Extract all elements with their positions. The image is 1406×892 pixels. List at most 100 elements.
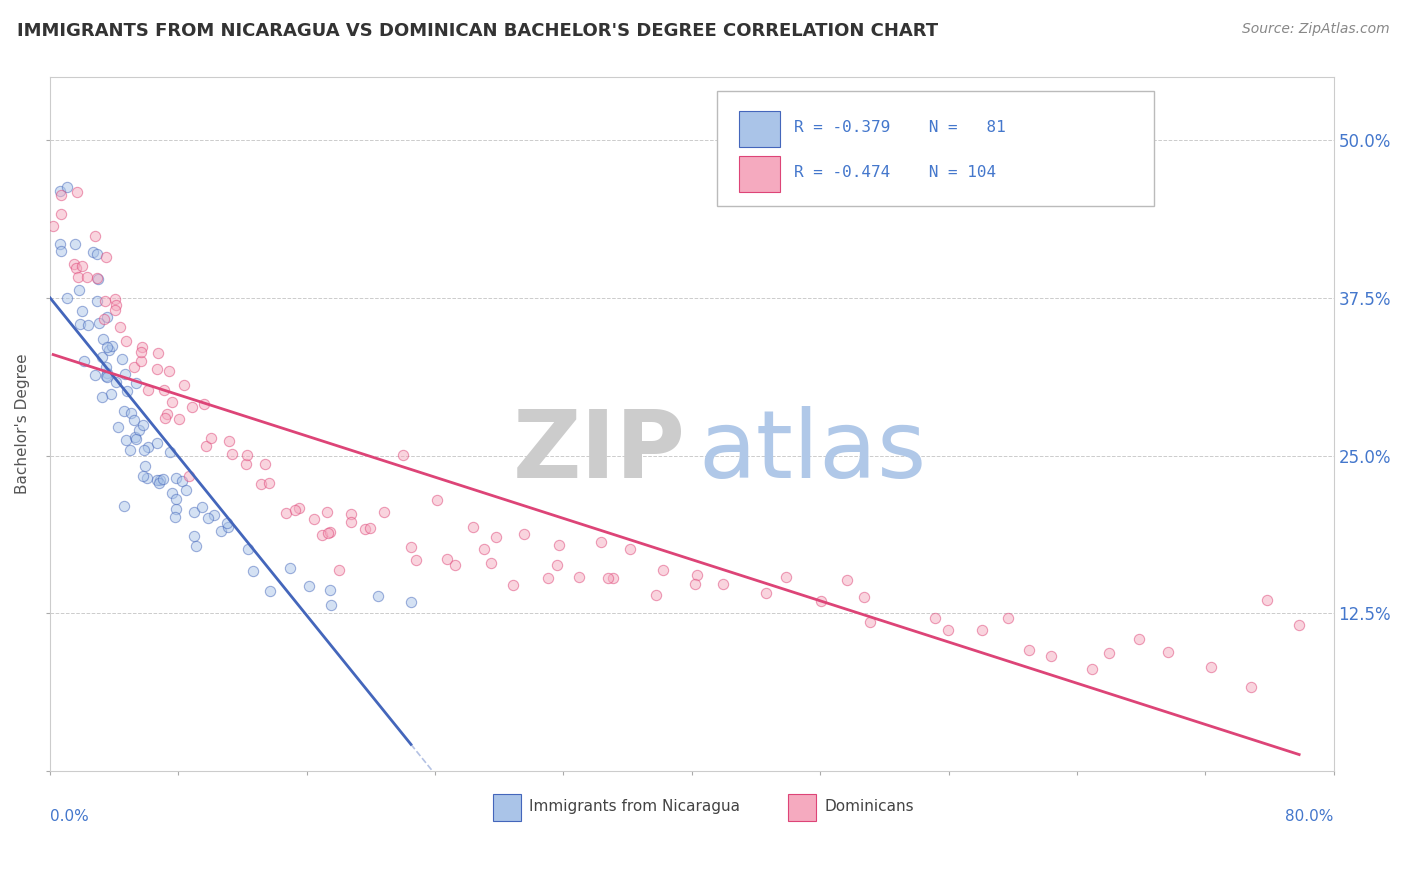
Point: [65, 261, 87, 276]
Point: [193, 397, 215, 411]
Point: [859, 615, 882, 629]
Point: [89, 316, 111, 330]
Point: [373, 505, 395, 519]
Point: [56, 291, 79, 305]
Point: [217, 516, 239, 530]
Point: [91, 390, 114, 404]
Point: [124, 376, 146, 390]
Point: [157, 364, 180, 378]
Point: [132, 469, 155, 483]
Point: [183, 528, 205, 542]
Point: [132, 418, 155, 433]
Point: [122, 413, 145, 427]
Point: [186, 539, 208, 553]
Point: [1288, 618, 1310, 632]
Point: [112, 404, 135, 418]
Point: [49, 207, 72, 221]
Point: [84, 368, 107, 383]
Point: [136, 440, 159, 454]
Point: [128, 423, 150, 437]
Point: [1098, 647, 1121, 661]
Point: [194, 439, 217, 453]
Point: [101, 339, 124, 353]
Point: [602, 571, 624, 585]
Point: [173, 378, 195, 392]
Point: [392, 448, 415, 462]
Point: [131, 340, 153, 354]
Point: [399, 540, 422, 554]
Point: [162, 395, 184, 409]
Point: [167, 412, 190, 426]
FancyBboxPatch shape: [740, 156, 780, 192]
Point: [63, 236, 86, 251]
Point: [318, 583, 340, 598]
Point: [1240, 680, 1263, 694]
Point: [367, 590, 389, 604]
Point: [242, 564, 264, 578]
Point: [136, 471, 159, 485]
Point: [1081, 662, 1104, 676]
Text: atlas: atlas: [699, 406, 927, 498]
Point: [70, 259, 93, 273]
Point: [146, 435, 169, 450]
Point: [218, 434, 240, 448]
Point: [146, 361, 169, 376]
Point: [86, 294, 108, 309]
Point: [91, 332, 114, 346]
Point: [94, 250, 117, 264]
Point: [1039, 648, 1062, 663]
Point: [183, 505, 205, 519]
Point: [596, 571, 619, 585]
Point: [180, 401, 202, 415]
Point: [711, 576, 734, 591]
Point: [339, 516, 361, 530]
Point: [153, 411, 176, 425]
Point: [69, 317, 91, 331]
Point: [315, 505, 337, 519]
Point: [436, 552, 458, 566]
Point: [1128, 632, 1150, 646]
Point: [354, 522, 377, 536]
Point: [1018, 642, 1040, 657]
Point: [191, 500, 214, 515]
Point: [94, 368, 117, 383]
Point: [42, 219, 65, 233]
Text: ZIP: ZIP: [513, 406, 685, 498]
Point: [115, 384, 138, 398]
Point: [298, 579, 321, 593]
Point: [67, 283, 90, 297]
Point: [56, 180, 79, 194]
Point: [174, 483, 197, 497]
Point: [122, 359, 145, 374]
Point: [129, 344, 152, 359]
Point: [278, 561, 301, 575]
Point: [82, 244, 104, 259]
Point: [66, 269, 89, 284]
Point: [835, 573, 858, 587]
Point: [479, 557, 502, 571]
Point: [537, 571, 560, 585]
Point: [84, 229, 107, 244]
FancyBboxPatch shape: [789, 794, 817, 821]
Point: [146, 473, 169, 487]
Point: [775, 570, 797, 584]
Point: [259, 583, 281, 598]
Point: [589, 534, 612, 549]
Point: [90, 350, 112, 364]
Point: [170, 474, 193, 488]
Text: 80.0%: 80.0%: [1285, 809, 1333, 824]
Point: [512, 527, 534, 541]
Point: [96, 340, 118, 354]
Point: [652, 563, 675, 577]
Point: [463, 519, 485, 533]
Text: R = -0.474    N = 104: R = -0.474 N = 104: [794, 165, 997, 180]
Point: [274, 507, 297, 521]
Point: [132, 443, 155, 458]
Point: [104, 303, 127, 318]
Point: [153, 384, 176, 398]
Point: [340, 507, 363, 521]
Point: [311, 528, 333, 542]
Point: [426, 493, 449, 508]
Point: [179, 469, 201, 483]
Point: [105, 376, 128, 390]
